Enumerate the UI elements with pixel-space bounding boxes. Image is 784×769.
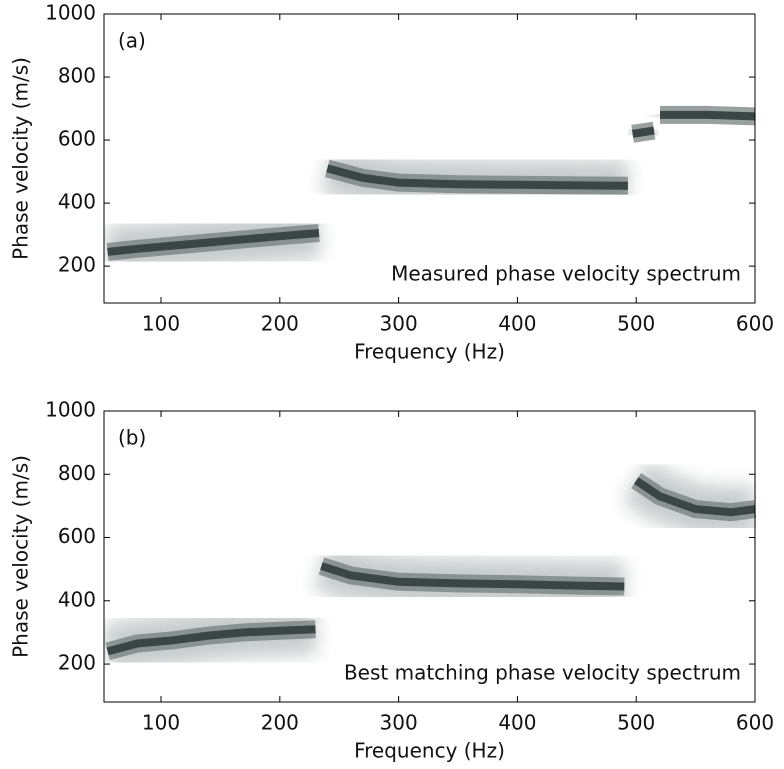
spectrum-ridge [320,562,625,591]
y-tick-label: 600 [58,127,96,151]
x-axis-label: Frequency (Hz) [354,739,505,763]
x-tick-label: 100 [142,312,180,336]
x-tick-label: 300 [380,312,418,336]
mask [0,0,104,363]
panel-annotation: (b) [118,426,146,450]
x-tick-label: 200 [261,312,299,336]
panel-label: Best matching phase velocity spectrum [344,661,741,685]
spectrum-ridge [632,126,655,138]
plot-frame [103,410,756,703]
mask [756,351,784,762]
x-tick-label: 100 [142,711,180,735]
x-tick-label: 500 [617,312,655,336]
spectrum-ridge [106,625,316,656]
y-tick-label: 1000 [45,398,96,422]
x-tick-label: 200 [261,711,299,735]
x-tick-label: 500 [617,711,655,735]
mask [0,351,104,762]
spectrum-ridge [633,477,756,517]
mask [0,0,784,13]
y-tick-label: 400 [58,190,96,214]
y-axis-label: Phase velocity (m/s) [9,57,33,260]
plot-frame [103,13,756,304]
y-tick-label: 400 [58,587,96,611]
panel-label: Measured phase velocity spectrum [391,262,741,286]
x-tick-label: 300 [380,711,418,735]
x-tick-label: 400 [498,312,536,336]
mask [0,371,784,410]
y-tick-label: 1000 [45,1,96,25]
panel-annotation: (a) [118,29,146,53]
y-tick-label: 800 [58,64,96,88]
x-tick-label: 600 [736,312,774,336]
y-axis-label: Phase velocity (m/s) [9,455,33,658]
y-tick-label: 800 [58,461,96,485]
x-tick-label: 600 [736,711,774,735]
spectrum-ridge [326,164,628,190]
mask [0,304,784,344]
spectrum-ridge [107,229,320,256]
y-tick-label: 200 [58,651,96,675]
mask [0,703,784,743]
y-tick-label: 600 [58,524,96,548]
x-axis-label: Frequency (Hz) [354,340,505,364]
spectrum-ridge [660,110,756,121]
y-tick-label: 200 [58,253,96,277]
x-tick-label: 400 [498,711,536,735]
mask [756,0,784,363]
